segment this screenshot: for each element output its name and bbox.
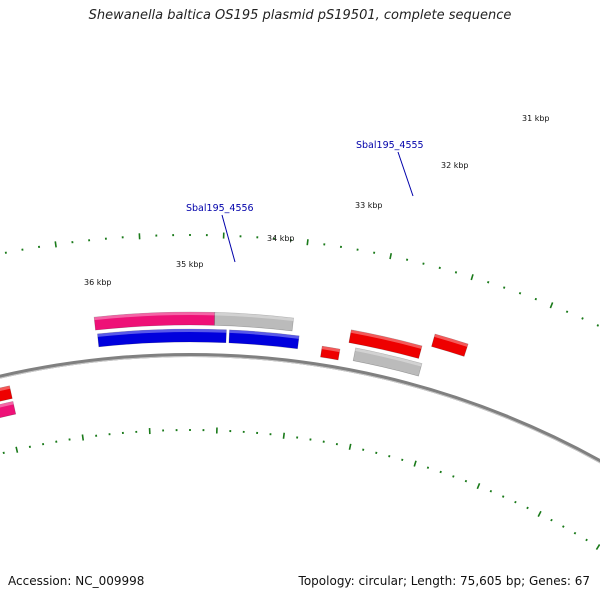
kbp-label-35: 35 kbp (176, 260, 204, 269)
inner-tick-36 (426, 466, 430, 469)
inner-tick-25 (282, 432, 285, 439)
kbp-label-33: 33 kbp (355, 201, 383, 210)
gene-sbal195-4555-band (214, 312, 294, 332)
inner-tick-30 (348, 443, 352, 450)
gene-red-small (320, 345, 341, 361)
outer-tick-34 (454, 271, 458, 274)
gene-sbal195-4556-band-shine (94, 312, 215, 321)
kbp-label-34: 34 kbp (267, 234, 295, 243)
gene-red-right-1 (348, 329, 423, 359)
outer-tick-10 (54, 241, 57, 248)
gene-red-far-right-shine (434, 334, 469, 347)
gene-pink-left-shine (0, 401, 14, 408)
kbp-label-31: 31 kbp (522, 114, 550, 123)
outer-tick-36 (487, 281, 490, 284)
outer-tick-38 (518, 291, 522, 295)
gene-sbal195-4555-band-shine (214, 312, 294, 322)
inner-tick-48 (573, 531, 577, 535)
outer-tick-33 (438, 266, 441, 270)
kbp-label-36: 36 kbp (84, 278, 112, 287)
gene-blue-band-right-shine (229, 329, 300, 339)
outer-tick-37 (502, 286, 506, 289)
accession-value: NC_009998 (75, 574, 145, 588)
outer-tick-35 (470, 274, 474, 281)
inner-tick-40 (476, 482, 481, 490)
gene-red-right-1-shine (350, 329, 423, 349)
outer-tick-42 (581, 317, 584, 320)
gene-blue-band-left-shine (97, 329, 227, 337)
inner-tick-44 (526, 506, 529, 510)
inner-tick-35 (413, 460, 417, 467)
inner-tick-42 (501, 495, 505, 498)
gene-label-sbal195-4556: Sbal195_4556 (186, 203, 254, 214)
gene-blue-band-right (228, 329, 300, 350)
inner-tick-34 (401, 458, 404, 462)
inner-tick-49 (585, 538, 588, 542)
gene-red-far-right (431, 333, 469, 357)
inner-tick-39 (464, 479, 468, 483)
topology-text: Topology: circular; Length: 75,605 bp; G… (298, 574, 590, 588)
outer-tick-30 (389, 252, 393, 260)
outer-tick-39 (534, 297, 538, 301)
inner-tick-45 (537, 510, 542, 517)
inner-tick-38 (452, 475, 455, 478)
inner-tick-10 (81, 434, 85, 441)
inner-tick-47 (562, 525, 565, 528)
outer-tick-40 (549, 302, 554, 309)
gene-sbal195-4556-band (93, 311, 216, 331)
accession-text: Accession: NC_009998 (8, 574, 144, 588)
gene-gray-right-shine (355, 347, 422, 367)
gene-red-left-shine (0, 385, 11, 392)
inner-tick-ring (2, 427, 600, 550)
gene-red-left (0, 385, 13, 402)
gene-red-small-shine (321, 346, 341, 353)
gene-gray-right (352, 347, 423, 377)
inner-tick-37 (439, 470, 442, 474)
outer-tick-43 (596, 324, 600, 327)
gene-label-sbal195-4555: Sbal195_4555 (356, 140, 424, 151)
outer-tick-25 (306, 239, 309, 246)
inner-tick-43 (514, 500, 517, 504)
inner-tick-5 (15, 446, 19, 453)
inner-tick-46 (550, 518, 553, 522)
feature-track (0, 311, 469, 419)
backbone-arc (0, 353, 600, 464)
gene-blue-band-left (97, 328, 227, 348)
outer-tick-ring (4, 232, 600, 327)
backbone-highlight (0, 356, 600, 464)
label-layer: 31 kbp 32 kbp 33 kbp 34 kbp 35 kbp 36 kb… (84, 114, 550, 287)
gene-label-leader-4555 (397, 151, 414, 197)
kbp-label-32: 32 kbp (441, 161, 469, 170)
inner-tick-41 (489, 489, 493, 493)
backbone-circle (0, 353, 600, 464)
accession-label: Accession: (8, 574, 72, 588)
inner-tick-33 (388, 455, 391, 458)
outer-tick-41 (565, 310, 569, 313)
map-title: Shewanella baltica OS195 plasmid pS19501… (88, 8, 512, 23)
inner-tick-50 (595, 544, 600, 550)
gene-pink-left (0, 401, 17, 419)
gene-label-leader-4556 (221, 214, 236, 263)
